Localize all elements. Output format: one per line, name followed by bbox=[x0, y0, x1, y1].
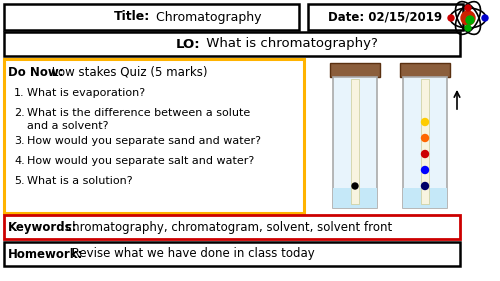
FancyBboxPatch shape bbox=[4, 59, 304, 213]
Text: Chromatography: Chromatography bbox=[152, 10, 262, 24]
FancyBboxPatch shape bbox=[403, 188, 447, 208]
Text: chromatography, chromatogram, solvent, solvent front: chromatography, chromatogram, solvent, s… bbox=[62, 221, 392, 234]
Text: Do Now:: Do Now: bbox=[8, 65, 64, 78]
Text: Homework:: Homework: bbox=[8, 248, 84, 260]
FancyBboxPatch shape bbox=[333, 77, 377, 208]
Text: What is a solution?: What is a solution? bbox=[27, 176, 132, 186]
Circle shape bbox=[422, 135, 428, 142]
FancyBboxPatch shape bbox=[351, 79, 359, 204]
FancyBboxPatch shape bbox=[4, 242, 460, 266]
Text: Title:: Title: bbox=[114, 10, 150, 24]
Circle shape bbox=[422, 167, 428, 173]
Circle shape bbox=[352, 183, 358, 189]
Text: 1.: 1. bbox=[14, 88, 24, 98]
Text: Date: 02/15/2019: Date: 02/15/2019 bbox=[328, 10, 442, 24]
Circle shape bbox=[465, 5, 471, 11]
Circle shape bbox=[466, 16, 474, 24]
Circle shape bbox=[422, 119, 428, 126]
Circle shape bbox=[448, 15, 454, 21]
Text: Revise what we have done in class today: Revise what we have done in class today bbox=[68, 248, 315, 260]
FancyBboxPatch shape bbox=[4, 215, 460, 239]
Text: 3.: 3. bbox=[14, 136, 24, 146]
Circle shape bbox=[422, 151, 428, 157]
Text: What is the difference between a solute: What is the difference between a solute bbox=[27, 108, 250, 118]
FancyBboxPatch shape bbox=[4, 32, 460, 56]
Text: 5.: 5. bbox=[14, 176, 24, 186]
FancyBboxPatch shape bbox=[330, 63, 380, 77]
Circle shape bbox=[482, 15, 488, 21]
FancyBboxPatch shape bbox=[333, 188, 377, 208]
Text: What is chromatography?: What is chromatography? bbox=[202, 37, 378, 51]
FancyBboxPatch shape bbox=[4, 4, 299, 30]
Circle shape bbox=[461, 11, 475, 25]
Text: What is evaporation?: What is evaporation? bbox=[27, 88, 145, 98]
Circle shape bbox=[422, 182, 428, 189]
Circle shape bbox=[465, 25, 471, 31]
Text: 4.: 4. bbox=[14, 156, 25, 166]
FancyBboxPatch shape bbox=[400, 63, 450, 77]
Text: Keywords:: Keywords: bbox=[8, 221, 78, 234]
Text: 2.: 2. bbox=[14, 108, 25, 118]
FancyBboxPatch shape bbox=[308, 4, 463, 30]
Text: How would you separate sand and water?: How would you separate sand and water? bbox=[27, 136, 261, 146]
FancyBboxPatch shape bbox=[421, 79, 429, 204]
Text: How would you separate salt and water?: How would you separate salt and water? bbox=[27, 156, 254, 166]
FancyBboxPatch shape bbox=[403, 77, 447, 208]
Text: and a solvent?: and a solvent? bbox=[27, 121, 108, 131]
Text: LO:: LO: bbox=[176, 37, 200, 51]
Text: Low stakes Quiz (5 marks): Low stakes Quiz (5 marks) bbox=[48, 65, 207, 78]
